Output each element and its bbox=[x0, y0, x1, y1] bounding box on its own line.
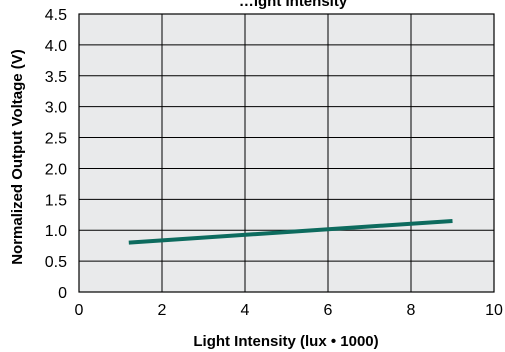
x-tick-label: 10 bbox=[485, 302, 503, 319]
plot-border bbox=[78, 13, 495, 293]
x-tick-label: 6 bbox=[324, 302, 333, 319]
plot-area bbox=[79, 14, 494, 292]
y-tick-label: 4.0 bbox=[45, 38, 67, 55]
series-line bbox=[128, 218, 453, 245]
x-tick-label: 0 bbox=[75, 302, 84, 319]
y-tick-label: 3.0 bbox=[45, 100, 67, 117]
y-axis-ticks: 0 0.5 1.0 1.5 2.0 2.5 3.0 3.5 4.0 4.5 bbox=[45, 7, 67, 302]
x-axis-ticks: 0 2 4 6 8 10 bbox=[75, 302, 503, 319]
y-tick-label: 1.5 bbox=[45, 192, 67, 209]
x-axis-title: Light Intensity (lux • 1000) bbox=[193, 333, 378, 350]
y-axis-title: Normalized Output Voltage (V) bbox=[9, 49, 26, 265]
y-tick-label: 0.5 bbox=[45, 254, 67, 271]
y-tick-label: 2.0 bbox=[45, 161, 67, 178]
x-tick-label: 2 bbox=[158, 302, 167, 319]
x-tick-label: 8 bbox=[407, 302, 416, 319]
y-tick-label: 4.5 bbox=[45, 7, 67, 24]
y-tick-label: 1.0 bbox=[45, 223, 67, 240]
series-layer bbox=[128, 218, 453, 245]
y-tick-label: 0 bbox=[58, 285, 67, 302]
chart-title: …ight Intensity bbox=[239, 0, 348, 10]
y-tick-label: 2.5 bbox=[45, 131, 67, 148]
grid-lines bbox=[78, 13, 495, 293]
y-tick-label: 3.5 bbox=[45, 69, 67, 86]
x-tick-label: 4 bbox=[241, 302, 250, 319]
